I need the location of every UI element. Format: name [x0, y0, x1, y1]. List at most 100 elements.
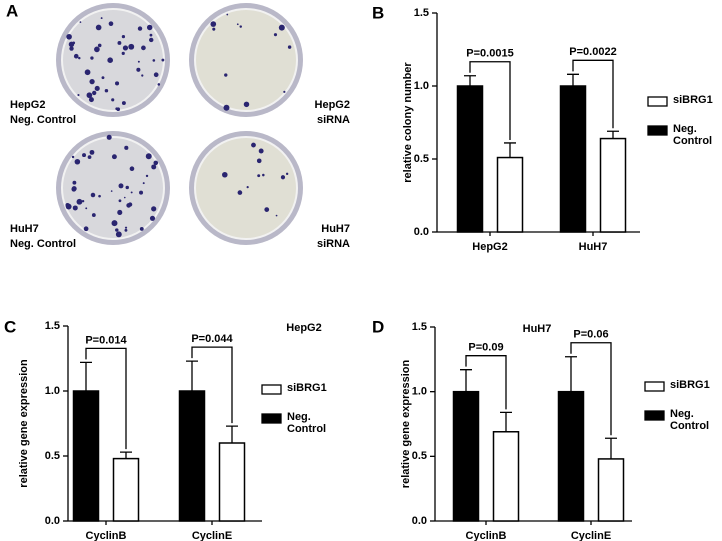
colony	[151, 164, 157, 170]
colony	[88, 97, 94, 103]
colony	[141, 45, 146, 51]
bar	[218, 442, 246, 522]
chart-title: HuH7	[523, 323, 552, 335]
plate-label: siRNA	[316, 238, 350, 250]
colony	[95, 24, 102, 31]
bar	[492, 431, 520, 522]
colony	[98, 194, 101, 198]
y-axis-label: relative gene expression	[18, 359, 30, 488]
legend-swatch	[261, 413, 282, 424]
legend-swatch	[644, 381, 665, 392]
colony	[107, 57, 113, 63]
colony	[161, 58, 165, 62]
error-bar	[464, 75, 476, 86]
plate-label: HuH7	[321, 223, 350, 235]
bar	[178, 390, 206, 522]
plate-label: Neg. Control	[10, 238, 76, 250]
legend-label: siBRG1	[673, 94, 713, 106]
plate-label: HuH7	[10, 223, 39, 235]
bar	[599, 137, 627, 233]
colony	[157, 83, 161, 86]
colony	[121, 35, 126, 39]
colony	[90, 192, 96, 198]
y-tick-label: 1.5	[45, 320, 60, 332]
legend-swatch	[261, 384, 282, 395]
plate	[61, 136, 165, 240]
y-axis-label: relative colony number	[402, 62, 414, 183]
y-tick-label: 0.5	[412, 450, 427, 462]
colony	[125, 185, 129, 190]
y-tick-label: 1.5	[412, 321, 427, 333]
colony	[226, 13, 229, 16]
bar	[452, 390, 480, 522]
colony	[115, 231, 122, 238]
plate-label: HepG2	[10, 99, 46, 111]
error-bar	[605, 437, 617, 459]
colony	[100, 17, 103, 19]
significance-bracket	[570, 342, 612, 436]
y-tick-label: 1.0	[45, 385, 60, 397]
colony	[142, 182, 145, 185]
colony	[78, 56, 81, 60]
colony	[280, 175, 286, 180]
error-bar	[120, 451, 132, 459]
colony	[82, 153, 87, 158]
colony	[212, 27, 216, 31]
colony	[224, 73, 228, 77]
colony	[71, 155, 75, 159]
colony	[257, 174, 261, 178]
colony	[72, 41, 76, 45]
significance-bracket	[465, 355, 507, 410]
plate	[194, 136, 298, 240]
colony	[283, 90, 286, 93]
colony	[146, 24, 153, 31]
plate-label: siRNA	[316, 114, 350, 126]
colony	[151, 206, 157, 212]
colony	[104, 88, 109, 93]
p-value: P=0.09	[468, 342, 503, 354]
y-tick-label: 0.0	[412, 515, 427, 527]
p-value: P=0.044	[191, 333, 233, 345]
colony	[251, 142, 256, 148]
x-tick-label: HepG2	[472, 241, 507, 253]
colony	[237, 190, 243, 195]
colony	[108, 21, 114, 26]
colony	[130, 191, 133, 194]
colony	[69, 46, 74, 51]
bar	[456, 85, 484, 233]
colony	[128, 43, 135, 50]
colony	[153, 160, 159, 166]
plate-label: HepG2	[314, 99, 350, 111]
x-tick-label: CyclinB	[466, 530, 507, 541]
panel-label: D	[372, 317, 384, 336]
y-axis-label: relative gene expression	[400, 360, 412, 489]
colony	[136, 67, 141, 72]
bar	[496, 156, 524, 233]
colony	[84, 69, 91, 76]
legend-label: Neg. Control	[673, 123, 713, 147]
colony	[278, 24, 285, 31]
colony	[153, 72, 159, 78]
y-tick-label: 0.0	[45, 515, 60, 527]
colony	[210, 21, 217, 27]
colony	[115, 107, 118, 111]
colony	[246, 186, 249, 189]
legend-label: Neg. Control	[287, 411, 327, 435]
x-tick-label: CyclinE	[571, 530, 611, 541]
colony	[287, 45, 292, 49]
colony	[106, 134, 112, 140]
colony	[128, 202, 133, 207]
colony	[222, 171, 228, 178]
colony	[65, 202, 70, 208]
panel-label: C	[4, 317, 16, 336]
colony	[139, 226, 144, 231]
colony	[236, 23, 239, 26]
colony	[74, 158, 81, 165]
panel-label: A	[6, 1, 18, 20]
panel-label: B	[372, 3, 384, 22]
colony	[72, 205, 78, 211]
bar	[72, 390, 100, 522]
legend-swatch	[647, 125, 668, 136]
colony	[124, 145, 129, 150]
